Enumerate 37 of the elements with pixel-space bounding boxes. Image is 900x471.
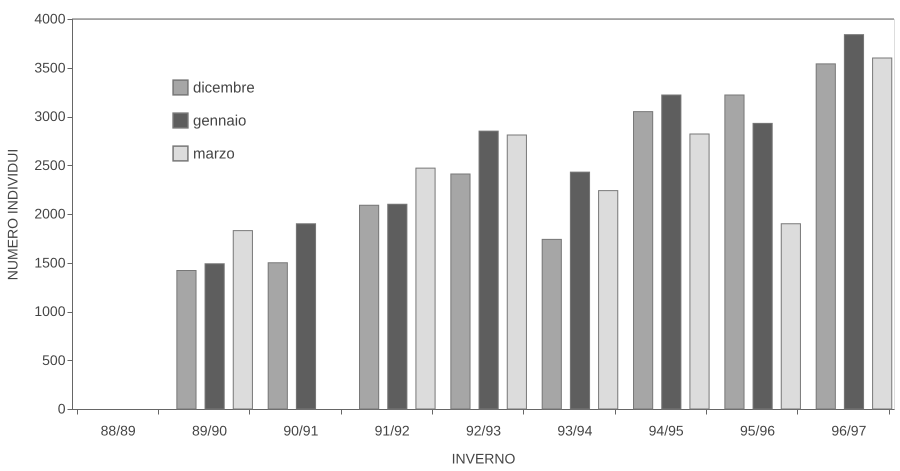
x-tick-label: 92/93 (466, 422, 502, 438)
y-tick-label: 2000 (34, 206, 66, 222)
x-tick-label: 94/95 (648, 422, 684, 438)
x-tick-label: 95/96 (740, 422, 776, 438)
bar (780, 223, 801, 410)
legend-label: gennaio (193, 112, 246, 130)
bar (450, 174, 471, 410)
legend-label: marzo (193, 146, 235, 162)
bar (232, 230, 253, 410)
y-tick-label: 500 (42, 352, 66, 368)
legend-label: dicembre (193, 80, 255, 96)
y-tick-label: 3500 (34, 59, 66, 76)
bar (598, 190, 618, 410)
bar (689, 134, 710, 410)
bar (415, 168, 436, 410)
y-axis-title: NUMERO INDIVIDUI (4, 148, 20, 280)
y-tick-label: 3000 (34, 108, 66, 124)
bar (542, 238, 562, 410)
y-tick-label: 2500 (34, 156, 66, 173)
bar (176, 270, 197, 410)
x-tick-label: 91/92 (374, 422, 410, 438)
y-tick-label: 1000 (34, 303, 66, 319)
bar (506, 134, 527, 410)
bar (633, 111, 654, 410)
bar (268, 262, 288, 410)
y-tick-label: 4000 (34, 10, 66, 26)
x-tick-label: 88/89 (100, 422, 136, 438)
bar (724, 94, 745, 410)
y-tick-label: 1500 (34, 254, 66, 270)
y-tick-label: 0 (58, 400, 66, 416)
bar (816, 63, 836, 410)
x-tick-label: 96/97 (831, 422, 867, 438)
bar (359, 204, 380, 410)
x-tick-label: 93/94 (557, 422, 593, 438)
x-tick-label: 90/91 (283, 422, 319, 438)
x-tick-label: 89/90 (192, 422, 228, 438)
x-axis-title: INVERNO (452, 450, 516, 466)
